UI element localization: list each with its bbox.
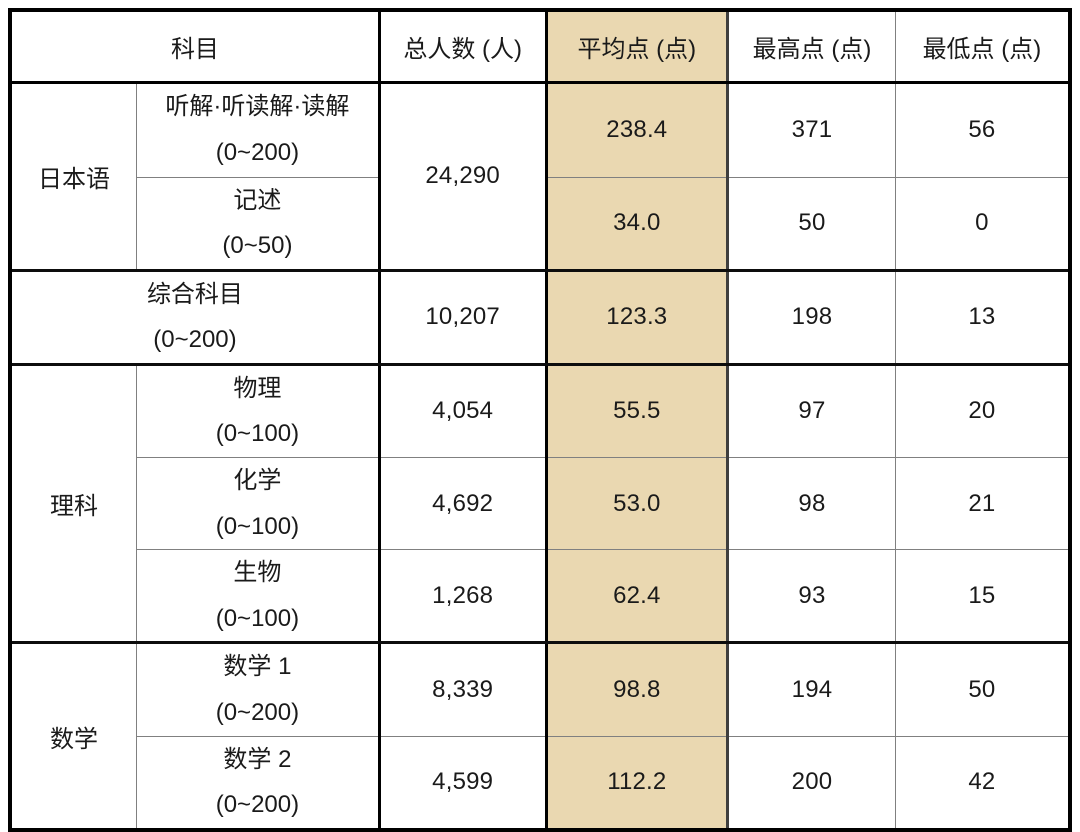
avg-japanese-writing: 34.0	[546, 177, 730, 272]
subject-range: (0~100)	[215, 420, 300, 448]
total-comprehensive: 10,207	[379, 270, 548, 366]
subject-range: (0~100)	[215, 512, 300, 540]
subject-name: 物理	[233, 374, 282, 402]
subject-range: (0~200)	[153, 326, 237, 354]
row-math1: 数学 数学 1 (0~200) 8,339 98.8 194 50	[10, 642, 1070, 830]
header-average-score: 平均点 (点)	[546, 10, 730, 84]
group-science: 理科	[10, 364, 137, 645]
row-math2: 数学 2 (0~200) 4,599 112.2 200 42	[10, 736, 1070, 830]
subject-name: 记述	[233, 186, 282, 214]
subject-name: 化学	[233, 467, 282, 495]
avg-chemistry: 53.0	[546, 457, 730, 551]
subject-chemistry: 化学 (0~100)	[136, 457, 381, 551]
max-chemistry: 98	[727, 457, 896, 551]
group-japanese: 日本语	[10, 82, 137, 272]
subject-name: 数学 1	[223, 653, 292, 681]
score-statistics-table: 科目 总人数 (人) 平均点 (点) 最高点 (点) 最低点 (点) 日本语 听…	[8, 8, 1072, 832]
header-subject: 科目	[10, 10, 381, 84]
header-total-count: 总人数 (人)	[379, 10, 548, 84]
max-japanese-reading: 371	[727, 82, 896, 178]
header-max-score: 最高点 (点)	[727, 10, 896, 84]
min-math2: 42	[968, 768, 996, 796]
max-japanese-writing: 50	[727, 177, 896, 272]
max-math1: 194	[727, 642, 896, 737]
avg-math1: 98.8	[546, 642, 730, 737]
row-chemistry: 化学 (0~100) 4,692 53.0 98 21	[10, 457, 1070, 551]
total-japanese: 24,290	[379, 82, 548, 272]
subject-range: (0~100)	[215, 604, 300, 632]
min-japanese-reading: 56	[895, 82, 1070, 178]
max-math2: 200	[727, 736, 896, 830]
max-comprehensive: 198	[727, 270, 896, 366]
total-math1: 8,339	[379, 642, 548, 737]
subject-biology: 生物 (0~100)	[136, 549, 381, 645]
subject-range: (0~50)	[222, 232, 293, 260]
header-row: 科目 总人数 (人) 平均点 (点) 最高点 (点) 最低点 (点)	[10, 10, 1070, 84]
min-japanese-writing: 0	[895, 177, 1070, 272]
subject-math2: 数学 2 (0~200)	[136, 736, 381, 830]
subject-physics: 物理 (0~100)	[136, 364, 381, 459]
total-physics: 4,054	[379, 364, 548, 459]
subject-name: 综合科目	[146, 280, 243, 308]
header-min-score: 最低点 (点)	[895, 10, 1070, 84]
subject-math1: 数学 1 (0~200)	[136, 642, 381, 737]
subject-range: (0~200)	[215, 699, 300, 727]
subject-japanese-reading: 听解·听读解·读解 (0~200)	[136, 82, 381, 178]
avg-comprehensive: 123.3	[546, 270, 730, 366]
avg-physics: 55.5	[546, 364, 730, 459]
avg-biology: 62.4	[546, 549, 730, 645]
row-japanese-reading: 日本语 听解·听读解·读解 (0~200) 24,290 238.4 371 5…	[10, 82, 1070, 272]
subject-name: 听解·听读解·读解	[165, 93, 350, 121]
min-physics: 20	[895, 364, 1070, 459]
subject-name: 数学 2	[223, 745, 292, 773]
avg-japanese-reading: 238.4	[546, 82, 730, 178]
subject-comprehensive: 综合科目 (0~200)	[10, 270, 381, 366]
row-physics: 理科 物理 (0~100) 4,054 55.5 97 20	[10, 364, 1070, 645]
min-chemistry: 21	[895, 457, 1070, 551]
total-chemistry: 4,692	[379, 457, 548, 551]
total-math2: 4,599	[379, 736, 548, 830]
min-math1: 50	[895, 642, 1070, 737]
total-biology: 1,268	[379, 549, 548, 645]
subject-range: (0~200)	[215, 791, 300, 819]
subject-name: 生物	[233, 559, 282, 587]
max-biology: 93	[727, 549, 896, 645]
subject-japanese-writing: 记述 (0~50)	[136, 177, 381, 272]
row-biology: 生物 (0~100) 1,268 62.4 93 15	[10, 549, 1070, 645]
subject-range: (0~200)	[215, 139, 300, 166]
max-physics: 97	[727, 364, 896, 459]
group-math: 数学	[10, 642, 137, 830]
avg-math2: 112.2	[546, 736, 730, 830]
row-japanese-writing: 记述 (0~50) 34.0 50 0	[10, 177, 1070, 272]
min-biology: 15	[895, 549, 1070, 645]
min-comprehensive: 13	[895, 270, 1070, 366]
row-comprehensive: 综合科目 (0~200) 10,207 123.3 198 13	[10, 270, 1070, 366]
